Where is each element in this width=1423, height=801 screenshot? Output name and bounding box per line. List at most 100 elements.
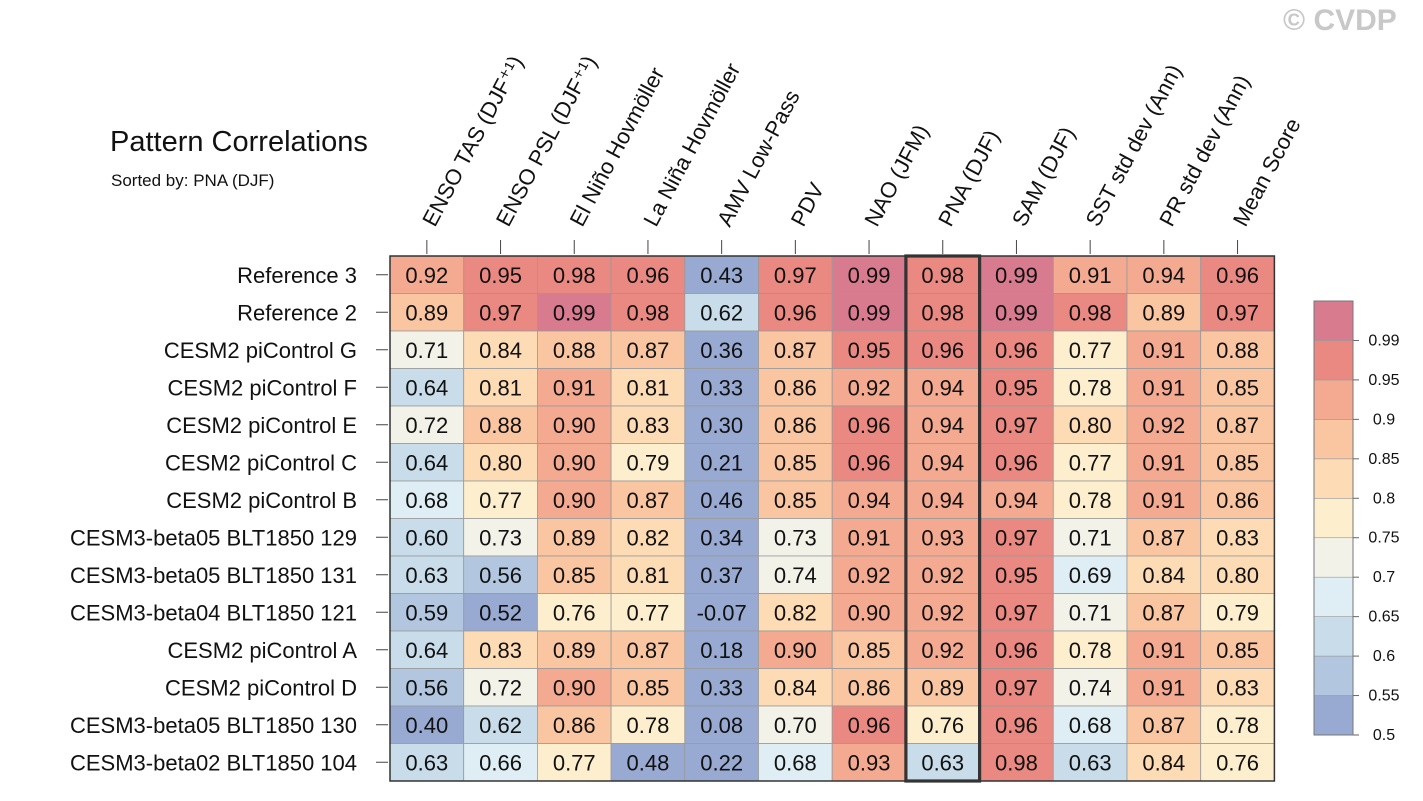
cell-value: 0.96 — [848, 413, 891, 438]
cell-value: 0.88 — [1216, 338, 1259, 363]
heatmap-cell — [610, 743, 686, 782]
heatmap-cell — [831, 443, 907, 482]
heatmap-cell — [1126, 518, 1202, 557]
heatmap-cell — [389, 555, 465, 594]
cell-value: 0.96 — [995, 638, 1038, 663]
cell-value: 0.88 — [553, 338, 596, 363]
heatmap-cell — [684, 293, 759, 332]
heatmap-cell — [1052, 443, 1128, 482]
heatmap-cell — [389, 330, 465, 369]
cell-value: 0.96 — [848, 450, 891, 475]
cell-value: 0.84 — [774, 675, 817, 700]
cell-value: 0.86 — [848, 675, 891, 700]
heatmap-cell — [1126, 443, 1202, 482]
cell-value: 0.98 — [921, 263, 964, 288]
colorbar-swatch — [1313, 576, 1354, 617]
cell-value: 0.79 — [627, 450, 670, 475]
row-label: CESM2 piControl D — [165, 675, 357, 700]
cell-value: 0.98 — [921, 300, 964, 325]
heatmap-cell — [1126, 743, 1202, 782]
cell-value: 0.73 — [774, 525, 817, 550]
heatmap-cell — [463, 668, 538, 707]
heatmap-cell — [1126, 705, 1202, 744]
cell-value: 0.87 — [627, 338, 670, 363]
heatmap-cell — [831, 705, 907, 744]
colorbar-swatch — [1313, 419, 1354, 460]
cell-value: 0.82 — [627, 525, 670, 550]
cell-value: 0.82 — [774, 600, 817, 625]
heatmap-cell — [1200, 518, 1275, 557]
cell-value: 0.81 — [627, 563, 670, 588]
heatmap-cell — [610, 443, 686, 482]
cell-value: 0.92 — [921, 600, 964, 625]
colorbar-swatch — [1313, 497, 1354, 539]
heatmap-cell — [758, 743, 833, 782]
cell-value: 0.77 — [1069, 338, 1112, 363]
colorbar-tick-label: 0.9 — [1373, 411, 1395, 428]
heatmap-cell — [537, 743, 612, 782]
colorbar-tick-label: 0.5 — [1373, 727, 1395, 744]
cell-value: 0.92 — [921, 638, 964, 663]
cell-value: 0.91 — [1142, 638, 1185, 663]
cell-value: 0.68 — [774, 750, 817, 775]
cell-value: 0.85 — [553, 563, 596, 588]
heatmap-cell — [758, 518, 833, 557]
cell-value: 0.84 — [1142, 563, 1185, 588]
cell-value: 0.94 — [995, 488, 1038, 513]
row-label: CESM2 piControl F — [167, 375, 357, 400]
heatmap-cell — [463, 443, 538, 482]
heatmap-cell — [1200, 630, 1275, 669]
heatmap-cell — [610, 330, 686, 369]
cell-value: 0.83 — [627, 413, 670, 438]
cell-value: 0.52 — [479, 600, 522, 625]
cell-value: 0.79 — [1216, 600, 1259, 625]
highlighted-column-box — [904, 254, 982, 783]
cell-value: 0.87 — [627, 488, 670, 513]
cell-value: 0.64 — [405, 450, 448, 475]
cell-value: 0.92 — [405, 263, 448, 288]
heatmap-cell — [758, 593, 833, 632]
cell-value: 0.63 — [921, 750, 964, 775]
cell-value: 0.97 — [995, 675, 1038, 700]
cell-value: 0.78 — [627, 713, 670, 738]
heatmap-cell — [610, 518, 686, 557]
heatmap-cell — [1052, 480, 1128, 519]
cell-value: 0.96 — [1216, 263, 1259, 288]
heatmap-cell — [1052, 368, 1128, 407]
row-label: CESM2 piControl A — [167, 638, 357, 663]
heatmap-cell — [684, 705, 759, 744]
heatmap-cell — [389, 668, 465, 707]
heatmap-cell — [1052, 330, 1128, 369]
heatmap-cell — [979, 293, 1054, 332]
cell-value: 0.63 — [405, 563, 448, 588]
row-label: CESM2 piControl G — [164, 338, 357, 363]
heatmap-cell — [684, 405, 759, 444]
cell-value: 0.86 — [774, 413, 817, 438]
heatmap-cell — [1052, 630, 1128, 669]
cell-value: 0.86 — [553, 713, 596, 738]
cell-value: 0.72 — [479, 675, 522, 700]
cell-value: 0.97 — [1216, 300, 1259, 325]
cell-value: 0.99 — [553, 300, 596, 325]
cell-value: 0.40 — [405, 713, 448, 738]
heatmap-cell — [1052, 405, 1128, 444]
cell-value: 0.94 — [1142, 263, 1185, 288]
cell-value: 0.83 — [1216, 675, 1259, 700]
cell-value: 0.89 — [553, 525, 596, 550]
colorbar-swatch — [1313, 340, 1354, 381]
cell-value: 0.70 — [774, 713, 817, 738]
heatmap-cell — [1126, 293, 1202, 332]
heatmap-cell — [1126, 368, 1202, 407]
column-label: PDV — [786, 178, 829, 230]
heatmap-cell — [831, 593, 907, 632]
cell-value: 0.90 — [553, 488, 596, 513]
heatmap-cell — [610, 593, 686, 632]
colorbar-tick-label: 0.85 — [1368, 451, 1399, 468]
cell-value: 0.81 — [479, 375, 522, 400]
cell-value: 0.78 — [1216, 713, 1259, 738]
colorbar-tick-label: 0.75 — [1368, 530, 1399, 547]
cell-value: 0.94 — [921, 450, 964, 475]
cell-value: 0.71 — [1069, 525, 1112, 550]
cell-value: 0.87 — [1142, 525, 1185, 550]
